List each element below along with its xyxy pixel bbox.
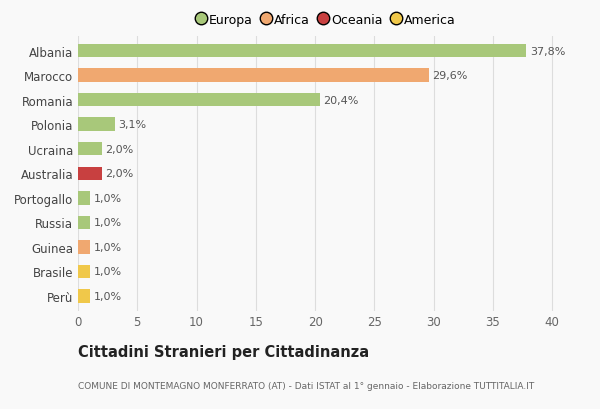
Bar — [78, 118, 115, 132]
Bar — [78, 69, 429, 83]
Text: Cittadini Stranieri per Cittadinanza: Cittadini Stranieri per Cittadinanza — [78, 344, 369, 359]
Bar — [78, 191, 90, 205]
Legend: Europa, Africa, Oceania, America: Europa, Africa, Oceania, America — [194, 10, 460, 31]
Bar — [78, 167, 102, 180]
Text: 2,0%: 2,0% — [105, 144, 134, 154]
Text: 29,6%: 29,6% — [433, 71, 468, 81]
Text: 2,0%: 2,0% — [105, 169, 134, 179]
Text: COMUNE DI MONTEMAGNO MONFERRATO (AT) - Dati ISTAT al 1° gennaio - Elaborazione T: COMUNE DI MONTEMAGNO MONFERRATO (AT) - D… — [78, 382, 534, 391]
Bar — [78, 240, 90, 254]
Text: 1,0%: 1,0% — [94, 242, 122, 252]
Bar — [78, 265, 90, 279]
Bar — [78, 45, 526, 58]
Text: 3,1%: 3,1% — [118, 120, 146, 130]
Text: 1,0%: 1,0% — [94, 193, 122, 203]
Bar — [78, 94, 320, 107]
Text: 20,4%: 20,4% — [323, 95, 359, 106]
Text: 1,0%: 1,0% — [94, 218, 122, 228]
Text: 1,0%: 1,0% — [94, 291, 122, 301]
Text: 1,0%: 1,0% — [94, 267, 122, 276]
Bar — [78, 216, 90, 229]
Text: 37,8%: 37,8% — [530, 47, 565, 56]
Bar — [78, 143, 102, 156]
Bar — [78, 290, 90, 303]
